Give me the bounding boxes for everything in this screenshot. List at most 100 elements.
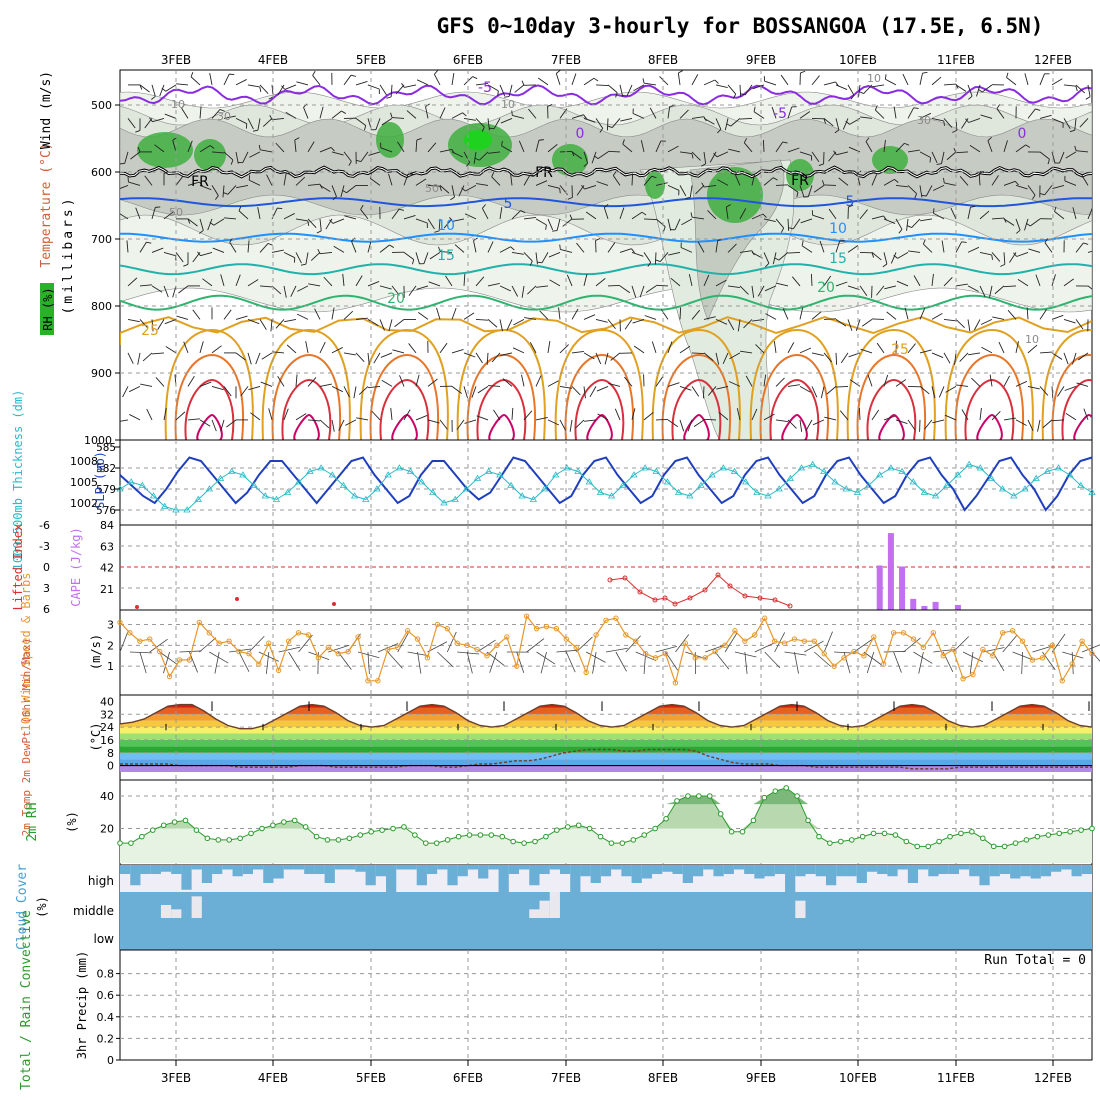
cloud-high-bar [744, 865, 755, 874]
wind-barb-feather [390, 112, 393, 118]
wind-barb [175, 175, 184, 186]
rh-2m-point [969, 828, 975, 835]
wind-barb [451, 348, 464, 354]
wind-10m-barb [159, 651, 178, 666]
wind-barb-feather [398, 208, 405, 211]
wind-barb [163, 211, 174, 220]
wind-10m-barb [734, 651, 757, 658]
wind-barb [819, 240, 825, 253]
cloud-high-bar [242, 865, 254, 874]
wind-barb [717, 179, 729, 186]
wind-barb [355, 352, 365, 362]
wind-barb [886, 311, 897, 320]
wind-barb [782, 308, 789, 320]
wind-10m-point [395, 644, 401, 651]
cloud-high-bar [907, 865, 919, 883]
wind-barb [691, 116, 704, 119]
wind-barb-feather [481, 126, 485, 132]
cloud-high-bar [989, 865, 1000, 877]
wind-barb [883, 252, 888, 265]
cloud-high-bar [212, 865, 223, 874]
warm-loop [574, 378, 625, 440]
wind-barb [1003, 140, 1008, 153]
wind-barb-feather [1025, 144, 1031, 148]
wind-barb [734, 174, 741, 186]
wind-barb [163, 251, 176, 257]
wind-barb-feather [330, 147, 335, 152]
wind-barb [130, 151, 141, 160]
wind-barb [704, 184, 717, 188]
wind-barb [325, 218, 333, 230]
thickness-point [920, 488, 929, 495]
wind-10m-point [504, 634, 510, 640]
rh-high-blob [552, 144, 588, 176]
temperature-band [120, 727, 1092, 734]
cloud-high-bar [754, 865, 765, 879]
temp-2m-tick-label: 8 [107, 747, 114, 760]
wind-barb [681, 218, 693, 226]
rh-2m-point [685, 793, 691, 799]
wind-barb [668, 251, 681, 256]
wind-barb-feather [258, 144, 261, 150]
wind-barb-feather [1031, 194, 1036, 200]
wind-barb [764, 285, 777, 292]
wind-10m-point [295, 630, 302, 636]
wind-10m-point [633, 638, 639, 644]
rh-2m-point [401, 824, 407, 830]
cloud-high-bar [293, 865, 305, 870]
wind-barb [1015, 144, 1026, 153]
wind-barb [452, 218, 465, 222]
wind-barb [344, 215, 357, 220]
thickness-point [127, 478, 135, 485]
temp-2m-tick-label: 16 [100, 734, 114, 747]
wind-barb [883, 218, 896, 225]
wind-barb [127, 318, 140, 323]
wind-barb [931, 352, 944, 359]
cloud-high-bar [447, 865, 458, 886]
thickness-point [1043, 467, 1052, 474]
wind-10m-barb [489, 651, 498, 673]
wind-barb-feather [462, 112, 467, 117]
rh-2m-point [499, 833, 506, 840]
wind-barb [871, 252, 882, 261]
thickness-point [395, 464, 404, 471]
wind-barb [739, 285, 749, 295]
wind-barb [645, 285, 657, 293]
wind-barb [379, 285, 392, 290]
rh-2m-point [433, 840, 440, 846]
wind-10m-point [256, 661, 262, 667]
wind-barb [247, 318, 260, 325]
tick-label: 576 [96, 504, 116, 517]
thickness-point [730, 467, 739, 474]
wind-barb [238, 210, 249, 220]
wind-barb [640, 140, 645, 153]
thickness-point [406, 467, 415, 474]
wind-barb [872, 84, 885, 88]
wind-barb [944, 414, 957, 421]
wind-barb [305, 252, 309, 265]
rh-contour-label: 10 [867, 72, 881, 85]
rh-2m-tick-label: 40 [100, 790, 114, 803]
wind-10m-point [404, 628, 411, 634]
wind-barb-feather [146, 241, 152, 244]
wind-10m-point [1059, 678, 1065, 684]
wind-barb [242, 151, 249, 163]
wind-barb [175, 252, 184, 263]
wind-barb [727, 319, 735, 331]
wind-barb [968, 352, 981, 356]
wind-barb [1003, 375, 1011, 387]
wind-barb [1015, 184, 1028, 190]
wind-barb [512, 115, 525, 119]
wind-barb [451, 386, 462, 394]
wind-barb [643, 175, 653, 186]
wind-barb [415, 218, 428, 224]
wind-10m-barb [605, 647, 628, 653]
rh-2m-point [750, 817, 757, 824]
wind-barb [260, 381, 273, 387]
wind-10m-barb [1002, 634, 1018, 653]
wind-barb-feather [726, 204, 731, 208]
temperature-line [119, 703, 1093, 730]
wind-barb [1079, 118, 1089, 128]
